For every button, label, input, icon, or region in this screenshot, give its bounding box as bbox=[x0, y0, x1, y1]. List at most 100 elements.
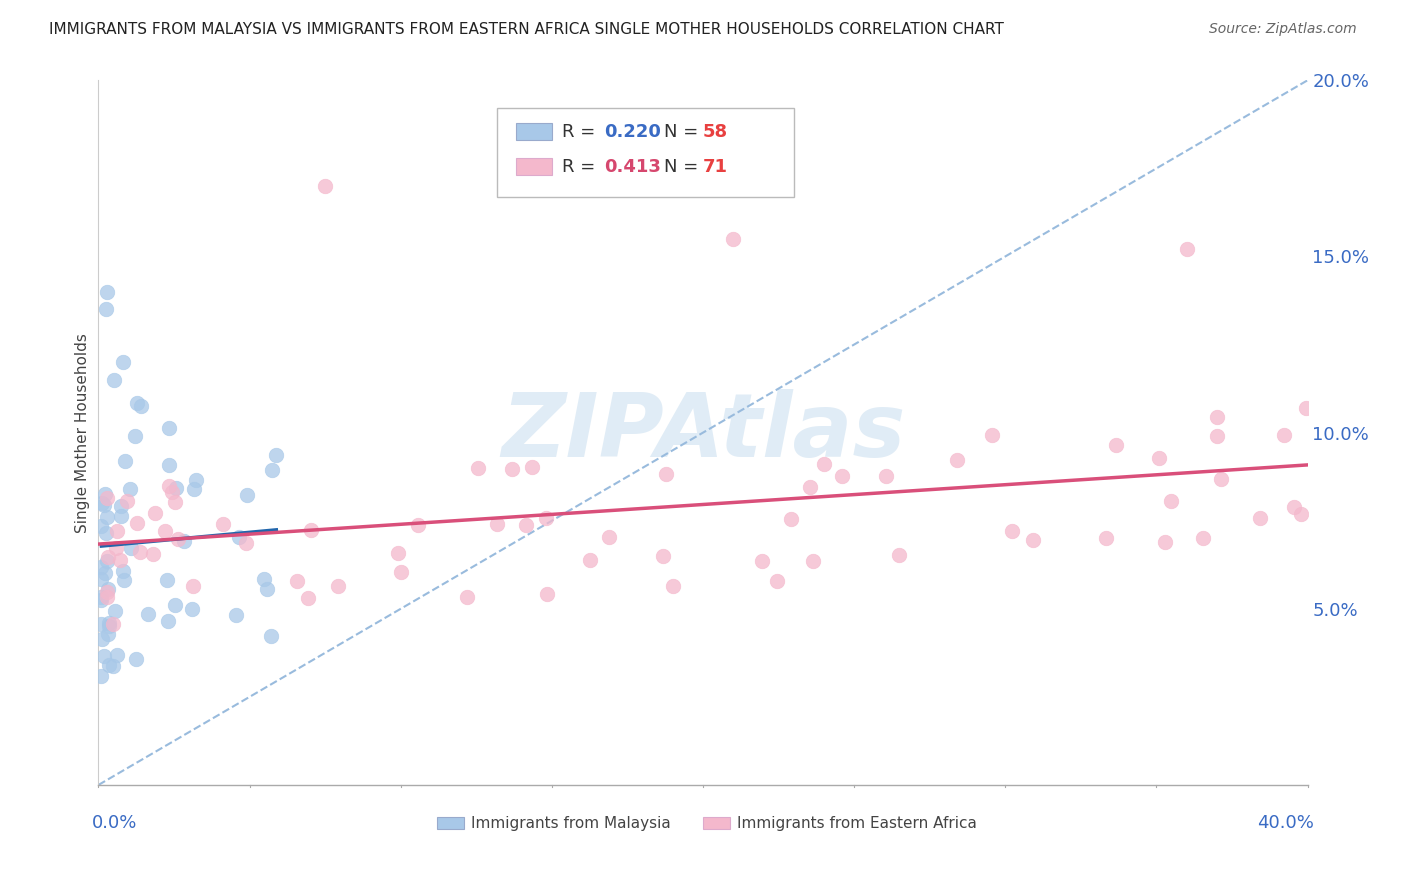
Point bbox=[103, 604, 125, 618]
Text: 0.0%: 0.0% bbox=[93, 814, 138, 832]
FancyBboxPatch shape bbox=[498, 109, 793, 196]
Text: N =: N = bbox=[664, 123, 704, 141]
Point bbox=[142, 547, 165, 561]
Point bbox=[112, 565, 135, 579]
Point bbox=[181, 579, 204, 593]
Point bbox=[225, 608, 247, 623]
Point bbox=[184, 473, 207, 487]
Point bbox=[120, 541, 142, 555]
Point bbox=[875, 469, 897, 483]
Point bbox=[173, 533, 195, 548]
Text: 58: 58 bbox=[703, 123, 728, 141]
Point bbox=[501, 462, 523, 476]
Point bbox=[93, 487, 115, 501]
Point bbox=[1282, 500, 1305, 515]
Point bbox=[97, 550, 120, 565]
Point bbox=[299, 523, 322, 537]
Point bbox=[112, 573, 135, 587]
Point bbox=[766, 574, 789, 589]
Point bbox=[751, 554, 773, 568]
Point bbox=[326, 579, 349, 593]
Point bbox=[104, 541, 127, 555]
Point bbox=[157, 479, 180, 493]
Point bbox=[253, 573, 276, 587]
Point bbox=[90, 560, 112, 574]
Point bbox=[285, 574, 308, 589]
Text: R =: R = bbox=[561, 123, 600, 141]
Point bbox=[1094, 532, 1116, 546]
Point bbox=[111, 355, 134, 369]
Point bbox=[1000, 524, 1022, 538]
Bar bbox=[437, 817, 464, 830]
Point bbox=[129, 545, 152, 559]
Point bbox=[97, 582, 120, 597]
Point bbox=[90, 632, 112, 647]
Text: 0.413: 0.413 bbox=[603, 158, 661, 176]
Point bbox=[1211, 472, 1233, 486]
Text: ZIPAtlas: ZIPAtlas bbox=[501, 389, 905, 476]
Point bbox=[236, 487, 259, 501]
Point bbox=[90, 593, 112, 607]
Point bbox=[1206, 410, 1229, 425]
Point bbox=[212, 516, 235, 531]
Point bbox=[406, 518, 429, 533]
Point bbox=[260, 463, 283, 477]
Point bbox=[96, 554, 118, 568]
Point bbox=[1160, 494, 1182, 508]
Point bbox=[181, 601, 204, 615]
Point bbox=[256, 582, 278, 596]
Point bbox=[1291, 508, 1313, 522]
Text: R =: R = bbox=[561, 158, 600, 176]
Point bbox=[105, 524, 128, 539]
Point bbox=[160, 485, 183, 500]
Point bbox=[153, 524, 176, 539]
Point bbox=[981, 428, 1004, 442]
Point bbox=[946, 453, 969, 467]
Point bbox=[467, 461, 489, 475]
Point bbox=[96, 491, 118, 505]
Point bbox=[165, 494, 187, 508]
Bar bbox=[516, 159, 551, 176]
Text: 0.220: 0.220 bbox=[603, 123, 661, 141]
Point bbox=[94, 302, 117, 317]
Point bbox=[536, 587, 558, 601]
Point bbox=[801, 554, 824, 568]
Point bbox=[97, 658, 120, 673]
Point bbox=[96, 525, 118, 540]
Point bbox=[1192, 531, 1215, 545]
Point bbox=[156, 574, 179, 588]
Point bbox=[127, 396, 149, 410]
Point bbox=[831, 469, 853, 483]
Point bbox=[515, 517, 537, 532]
Point bbox=[456, 590, 478, 604]
Point bbox=[103, 373, 125, 387]
Point bbox=[723, 232, 745, 246]
Point bbox=[652, 549, 675, 563]
Point bbox=[780, 512, 803, 526]
Bar bbox=[703, 817, 730, 830]
Point bbox=[90, 617, 112, 632]
Point bbox=[118, 482, 141, 496]
Point bbox=[98, 619, 121, 633]
Point bbox=[157, 614, 180, 628]
Point bbox=[125, 652, 148, 666]
Point bbox=[813, 457, 835, 471]
Point bbox=[799, 481, 821, 495]
Point bbox=[536, 511, 558, 525]
Point bbox=[1105, 438, 1128, 452]
Point bbox=[114, 454, 136, 468]
Point bbox=[97, 627, 120, 641]
Point bbox=[90, 669, 112, 683]
Point bbox=[110, 499, 132, 513]
Point bbox=[90, 519, 112, 533]
Text: Immigrants from Eastern Africa: Immigrants from Eastern Africa bbox=[737, 815, 977, 830]
Point bbox=[1250, 510, 1272, 524]
Text: Source: ZipAtlas.com: Source: ZipAtlas.com bbox=[1209, 22, 1357, 37]
Text: 40.0%: 40.0% bbox=[1257, 814, 1313, 832]
Text: IMMIGRANTS FROM MALAYSIA VS IMMIGRANTS FROM EASTERN AFRICA SINGLE MOTHER HOUSEHO: IMMIGRANTS FROM MALAYSIA VS IMMIGRANTS F… bbox=[49, 22, 1004, 37]
Point bbox=[260, 628, 283, 642]
Point bbox=[228, 530, 250, 544]
Point bbox=[96, 285, 118, 299]
Point bbox=[579, 553, 602, 567]
Point bbox=[96, 510, 118, 524]
